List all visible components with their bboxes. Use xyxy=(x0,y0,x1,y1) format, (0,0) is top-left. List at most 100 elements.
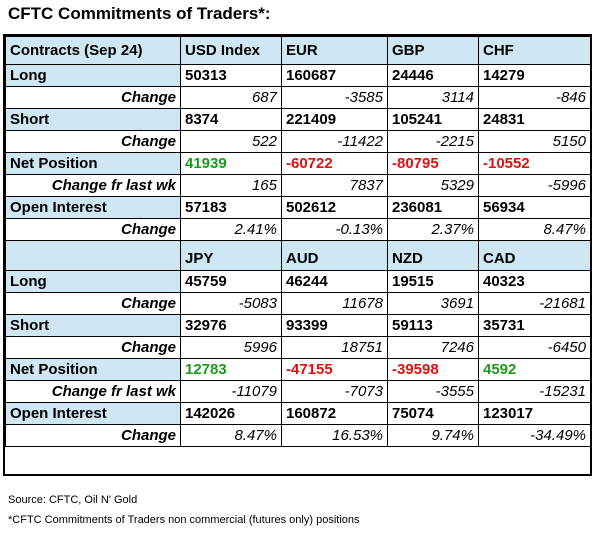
row-label: Change xyxy=(5,336,181,359)
change-cell: -5083 xyxy=(180,292,282,315)
table1-net-row: Net Position 41939 -60722 -80795 -10552 xyxy=(5,152,591,175)
value-cell: 24446 xyxy=(387,64,479,87)
change-cell: 16.53% xyxy=(281,424,388,447)
value-cell: 160687 xyxy=(281,64,388,87)
value-cell: 123017 xyxy=(478,402,591,425)
row-label: Change xyxy=(5,292,181,315)
table1-long-change-row: Change 687 -3585 3114 -846 xyxy=(5,86,591,109)
value-cell: -39598 xyxy=(387,358,479,381)
value-cell: 46244 xyxy=(281,270,388,293)
table2-net-row: Net Position 12783 -47155 -39598 4592 xyxy=(5,358,591,381)
row-label: Open Interest xyxy=(5,196,181,219)
value-cell: 24831 xyxy=(478,108,591,131)
change-cell: -11079 xyxy=(180,380,282,403)
row-label: Change xyxy=(5,86,181,109)
change-cell: -6450 xyxy=(478,336,591,359)
value-cell: 59113 xyxy=(387,314,479,337)
table1-oi-row: Open Interest 57183 502612 236081 56934 xyxy=(5,196,591,219)
change-cell: -846 xyxy=(478,86,591,109)
change-cell: 3691 xyxy=(387,292,479,315)
change-cell: 687 xyxy=(180,86,282,109)
row-label: Long xyxy=(5,64,181,87)
change-cell: 8.47% xyxy=(478,218,591,241)
value-cell: 93399 xyxy=(281,314,388,337)
value-cell: 57183 xyxy=(180,196,282,219)
table1-short-row: Short 8374 221409 105241 24831 xyxy=(5,108,591,131)
value-cell: 160872 xyxy=(281,402,388,425)
row-label: Change fr last wk xyxy=(5,174,181,197)
header-cell: Contracts (Sep 24) xyxy=(5,36,181,65)
change-cell: -0.13% xyxy=(281,218,388,241)
value-cell: 56934 xyxy=(478,196,591,219)
change-cell: -3585 xyxy=(281,86,388,109)
table2-header-row: JPY AUD NZD CAD xyxy=(5,240,591,271)
change-cell: 7837 xyxy=(281,174,388,197)
change-cell: -3555 xyxy=(387,380,479,403)
row-label: Long xyxy=(5,270,181,293)
table1-net-change-row: Change fr last wk 165 7837 5329 -5996 xyxy=(5,174,591,197)
row-label: Change xyxy=(5,130,181,153)
value-cell: 502612 xyxy=(281,196,388,219)
change-cell: 5329 xyxy=(387,174,479,197)
table1-short-change-row: Change 522 -11422 -2215 5150 xyxy=(5,130,591,153)
change-cell: -21681 xyxy=(478,292,591,315)
row-label: Net Position xyxy=(5,152,181,175)
value-cell: -47155 xyxy=(281,358,388,381)
table2-oi-row: Open Interest 142026 160872 75074 123017 xyxy=(5,402,591,425)
table2-short-row: Short 32976 93399 59113 35731 xyxy=(5,314,591,337)
value-cell: 221409 xyxy=(281,108,388,131)
change-cell: 18751 xyxy=(281,336,388,359)
change-cell: 11678 xyxy=(281,292,388,315)
value-cell: 50313 xyxy=(180,64,282,87)
change-cell: -7073 xyxy=(281,380,388,403)
change-cell: -34.49% xyxy=(478,424,591,447)
value-cell: 75074 xyxy=(387,402,479,425)
table1-header-row: Contracts (Sep 24) USD Index EUR GBP CHF xyxy=(5,36,591,65)
value-cell: 45759 xyxy=(180,270,282,293)
change-cell: -5996 xyxy=(478,174,591,197)
table2-long-change-row: Change -5083 11678 3691 -21681 xyxy=(5,292,591,315)
value-cell: 19515 xyxy=(387,270,479,293)
value-cell: 142026 xyxy=(180,402,282,425)
table2-long-row: Long 45759 46244 19515 40323 xyxy=(5,270,591,293)
header-cell: JPY xyxy=(180,240,282,271)
value-cell: 32976 xyxy=(180,314,282,337)
header-cell: CAD xyxy=(478,240,591,271)
header-cell xyxy=(5,240,181,271)
change-cell: 7246 xyxy=(387,336,479,359)
value-cell: -80795 xyxy=(387,152,479,175)
value-cell: -60722 xyxy=(281,152,388,175)
change-cell: -15231 xyxy=(478,380,591,403)
change-cell: 9.74% xyxy=(387,424,479,447)
value-cell: 236081 xyxy=(387,196,479,219)
header-cell: NZD xyxy=(387,240,479,271)
change-cell: 165 xyxy=(180,174,282,197)
page-title: CFTC Commitments of Traders*: xyxy=(8,4,271,23)
header-cell: AUD xyxy=(281,240,388,271)
value-cell: 40323 xyxy=(478,270,591,293)
change-cell: -2215 xyxy=(387,130,479,153)
table2-short-change-row: Change 5996 18751 7246 -6450 xyxy=(5,336,591,359)
change-cell: 2.41% xyxy=(180,218,282,241)
header-cell: GBP xyxy=(387,36,479,65)
source-note: Source: CFTC, Oil N' Gold xyxy=(8,494,138,506)
change-cell: 8.47% xyxy=(180,424,282,447)
value-cell: 35731 xyxy=(478,314,591,337)
value-cell: -10552 xyxy=(478,152,591,175)
change-cell: 522 xyxy=(180,130,282,153)
row-label: Change xyxy=(5,218,181,241)
change-cell: 5150 xyxy=(478,130,591,153)
row-label: Open Interest xyxy=(5,402,181,425)
change-cell: 2.37% xyxy=(387,218,479,241)
value-cell: 4592 xyxy=(478,358,591,381)
table1-oi-change-row: Change 2.41% -0.13% 2.37% 8.47% xyxy=(5,218,591,241)
table2-oi-change-row: Change 8.47% 16.53% 9.74% -34.49% xyxy=(5,424,591,447)
change-cell: 5996 xyxy=(180,336,282,359)
cot-table: Contracts (Sep 24) USD Index EUR GBP CHF… xyxy=(5,36,591,447)
value-cell: 14279 xyxy=(478,64,591,87)
row-label: Change xyxy=(5,424,181,447)
change-cell: -11422 xyxy=(281,130,388,153)
row-label: Change fr last wk xyxy=(5,380,181,403)
row-label: Net Position xyxy=(5,358,181,381)
value-cell: 41939 xyxy=(180,152,282,175)
